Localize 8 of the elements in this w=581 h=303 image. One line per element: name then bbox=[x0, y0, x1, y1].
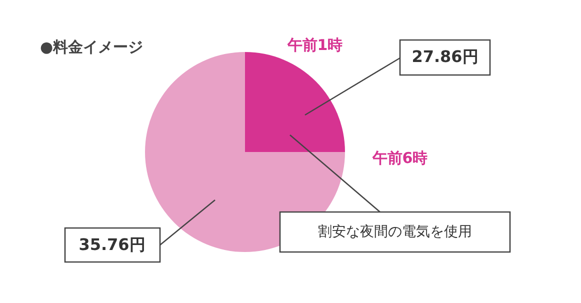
pie-slice bbox=[145, 52, 345, 252]
text: 午前6時 bbox=[371, 149, 428, 167]
chart-title: ●料金イメージ bbox=[40, 38, 144, 56]
pie-slice bbox=[245, 52, 345, 152]
text: 35.76円 bbox=[78, 235, 146, 254]
text: 午前1時 bbox=[286, 36, 343, 54]
text: 割安な夜間の電気を使用 bbox=[318, 224, 472, 240]
text: 27.86円 bbox=[412, 47, 478, 66]
